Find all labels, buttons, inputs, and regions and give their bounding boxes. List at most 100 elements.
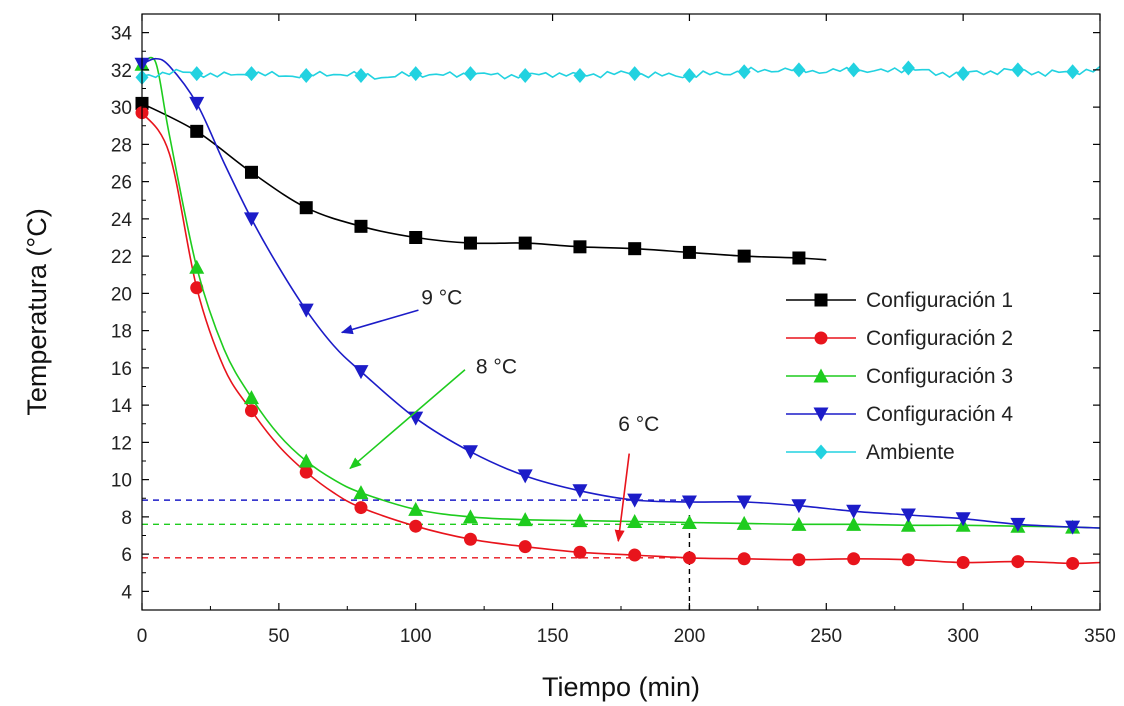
data-point-triangle-down [353, 365, 369, 380]
data-point-diamond [682, 67, 696, 83]
data-point-circle [682, 551, 696, 565]
y-tick-label: 22 [111, 247, 132, 268]
series-layer [134, 56, 1101, 570]
x-tick-label: 50 [268, 626, 289, 647]
data-point-triangle-down [517, 469, 533, 484]
y-tick-label: 20 [111, 284, 132, 305]
data-point-triangle-up [736, 515, 752, 530]
legend-item: Ambiente [786, 441, 955, 464]
data-point-diamond [518, 67, 532, 83]
data-point-triangle-down [846, 504, 862, 519]
data-point-square [518, 236, 532, 250]
y-tick-label: 8 [121, 508, 132, 529]
data-point-triangle-down [572, 484, 588, 499]
y-tick-label: 12 [111, 433, 132, 454]
y-tick-label: 6 [121, 545, 132, 566]
x-tick-label: 0 [137, 626, 148, 647]
data-point-triangle-down [1065, 520, 1081, 535]
legend-item: Configuración 3 [786, 365, 1013, 388]
data-point-diamond [956, 66, 970, 82]
legend-label: Configuración 3 [866, 365, 1013, 388]
series-4 [134, 57, 1101, 535]
annotation-arrow-3 [614, 453, 631, 543]
x-tick-label: 150 [537, 626, 569, 647]
data-point-square [409, 231, 423, 244]
annotation-label-1: 9 °C [421, 287, 462, 310]
data-point-circle [244, 404, 258, 418]
y-tick-label: 16 [111, 359, 132, 380]
annotations: 9 °C 8 °C 6 °C [340, 287, 659, 543]
data-point-square [573, 240, 587, 254]
x-tick-label: 350 [1084, 626, 1116, 647]
data-point-circle [847, 552, 861, 566]
data-point-diamond [299, 67, 313, 83]
y-tick-label: 24 [111, 210, 133, 231]
data-point-circle [518, 540, 532, 554]
y-axis-title: Temperatura (°C) [22, 208, 52, 415]
data-point-triangle-down [243, 212, 259, 227]
legend: Configuración 1 Configuración 2 Configurac… [786, 289, 1013, 464]
data-point-circle [792, 553, 806, 567]
y-tick-label: 32 [111, 61, 132, 82]
data-point-diamond [463, 66, 477, 82]
data-point-square [463, 236, 477, 250]
legend-marker-square [814, 293, 828, 307]
data-point-square [737, 249, 751, 263]
data-point-circle [1066, 556, 1080, 570]
legend-marker-diamond [814, 444, 828, 460]
legend-marker-circle [814, 331, 828, 345]
x-tick-label: 300 [947, 626, 979, 647]
annotation-label-3: 6 °C [618, 413, 659, 436]
y-tick-label: 28 [111, 135, 132, 156]
data-point-diamond [409, 66, 423, 82]
legend-label: Ambiente [866, 441, 955, 464]
data-point-diamond [1066, 64, 1080, 80]
data-point-triangle-down [900, 508, 916, 523]
data-point-diamond [737, 64, 751, 80]
y-tick-label: 4 [121, 582, 132, 603]
annotation-arrow-1 [340, 309, 419, 335]
data-point-triangle-up [572, 513, 588, 528]
data-point-diamond [190, 66, 204, 82]
series-line-5 [141, 65, 1101, 80]
data-point-diamond [573, 67, 587, 83]
series-3 [134, 56, 1101, 534]
data-point-square [299, 201, 313, 215]
data-point-circle [573, 545, 587, 559]
x-tick-label: 100 [400, 626, 432, 647]
legend-label: Configuración 4 [866, 403, 1013, 426]
data-point-circle [463, 532, 477, 546]
series-1 [135, 96, 827, 265]
data-point-diamond [628, 66, 642, 82]
data-point-circle [956, 556, 970, 570]
x-axis-ticks: 0 50 100 150 200 250 300 350 [137, 14, 1116, 647]
data-point-diamond [1011, 62, 1025, 78]
data-point-circle [628, 548, 642, 562]
data-point-triangle-up [243, 390, 259, 405]
y-tick-label: 30 [111, 98, 132, 119]
y-tick-label: 18 [111, 322, 132, 343]
data-point-triangle-down [791, 499, 807, 514]
legend-item: Configuración 1 [786, 289, 1013, 312]
legend-label: Configuración 1 [866, 289, 1013, 312]
data-point-triangle-up [627, 514, 643, 529]
data-point-triangle-up [900, 517, 916, 532]
data-point-circle [190, 281, 204, 295]
data-point-circle [901, 553, 915, 567]
series-line-1 [141, 102, 827, 261]
data-point-diamond [901, 60, 915, 76]
legend-label: Configuración 2 [866, 327, 1013, 350]
data-point-triangle-down [955, 512, 971, 527]
data-point-diamond [792, 62, 806, 78]
reference-lines [142, 499, 691, 610]
y-axis-ticks: 4 6 8 10 12 14 16 18 20 22 24 26 28 30 32 34 [111, 13, 1100, 611]
data-point-triangle-up [791, 516, 807, 531]
x-tick-label: 250 [810, 626, 842, 647]
data-point-diamond [354, 67, 368, 83]
data-point-circle [409, 519, 423, 533]
legend-marker-triangle-down [813, 407, 829, 422]
data-point-triangle-down [462, 445, 478, 460]
data-point-square [244, 165, 258, 179]
series-5 [135, 60, 1101, 85]
data-point-circle [354, 501, 368, 515]
